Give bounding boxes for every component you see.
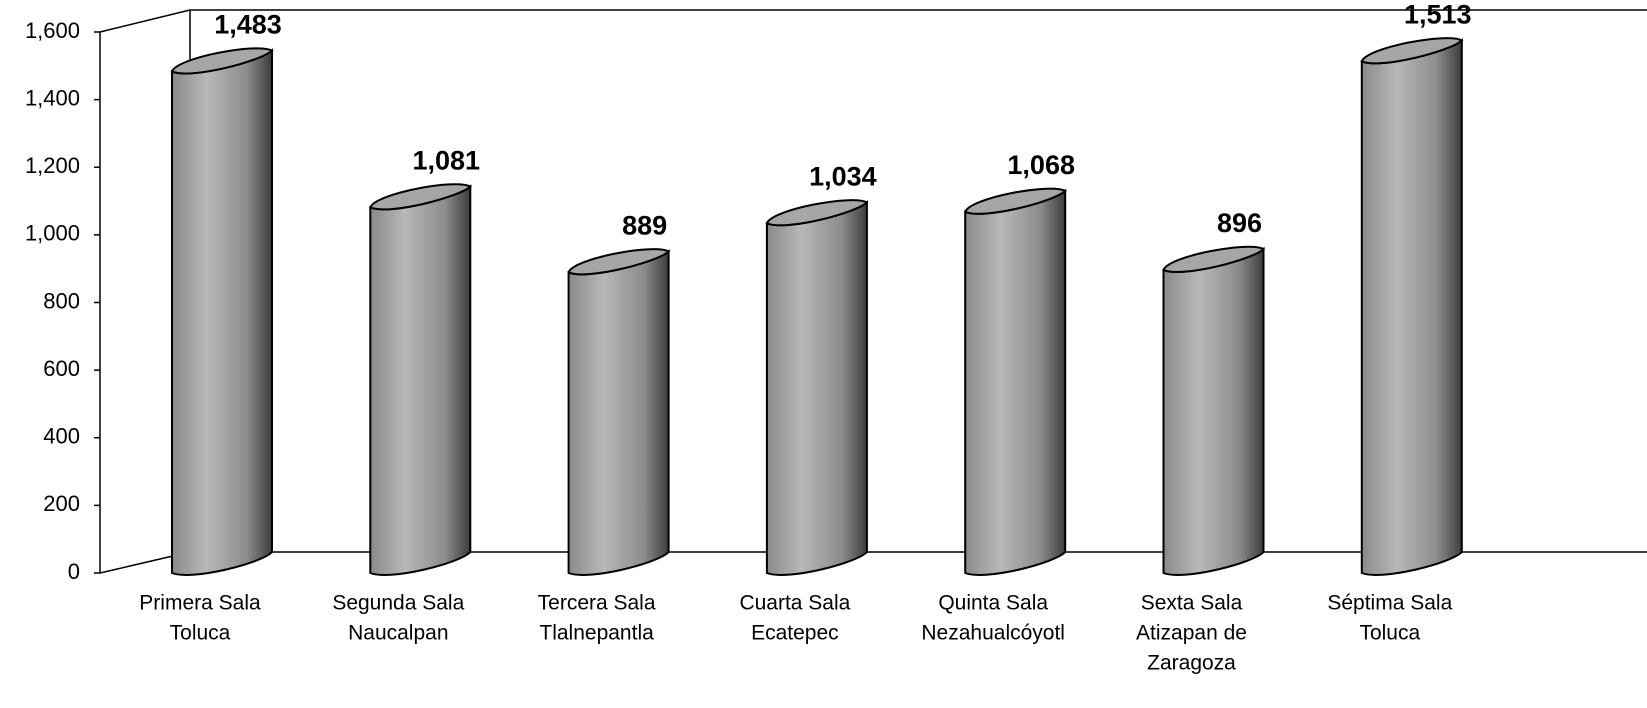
x-tick-label: Naucalpan xyxy=(348,622,448,645)
y-tick-label: 0 xyxy=(68,559,80,584)
bar-top xyxy=(170,47,274,75)
x-tick-label: Primera Sala xyxy=(139,592,261,615)
value-label: 1,081 xyxy=(413,146,481,176)
value-label: 1,068 xyxy=(1007,150,1075,180)
bar xyxy=(567,249,670,576)
x-tick-label: Séptima Sala xyxy=(1327,592,1452,615)
x-tick-label: Zaragoza xyxy=(1147,652,1236,675)
x-tick-label: Sexta Sala xyxy=(1141,592,1243,615)
y-tick-label: 200 xyxy=(43,491,80,516)
x-tick-label: Atizapan de xyxy=(1136,622,1247,645)
value-label: 1,513 xyxy=(1404,0,1472,30)
bar xyxy=(369,184,472,576)
bar xyxy=(765,199,868,576)
x-tick-label: Cuarta Sala xyxy=(739,592,850,615)
x-tick-label: Toluca xyxy=(170,622,231,645)
y-tick-label: 400 xyxy=(43,424,80,449)
value-label: 1,483 xyxy=(214,10,282,40)
y-tick-label: 800 xyxy=(43,288,80,313)
bar xyxy=(1162,246,1265,576)
value-label: 889 xyxy=(622,211,667,241)
bar-top xyxy=(765,199,869,227)
x-tick-label: Quinta Sala xyxy=(938,592,1048,615)
x-tick-label: Tercera Sala xyxy=(538,592,656,615)
bar xyxy=(171,48,273,576)
x-tick-label: Tlalnepantla xyxy=(539,622,654,645)
y-tick-label: 1,400 xyxy=(25,85,80,110)
bar xyxy=(964,188,1067,576)
x-tick-label: Segunda Sala xyxy=(332,592,464,615)
y-tick-label: 1,600 xyxy=(25,18,80,43)
bar-top xyxy=(567,248,671,276)
bar-top xyxy=(1162,245,1266,273)
y-tick-label: 600 xyxy=(43,356,80,381)
value-label: 1,034 xyxy=(809,162,877,192)
bar-top xyxy=(963,187,1067,215)
bar-top xyxy=(369,183,472,211)
y-tick-label: 1,200 xyxy=(25,153,80,178)
y-tick-label: 1,000 xyxy=(25,221,80,246)
bar-top xyxy=(1360,37,1464,65)
x-tick-label: Toluca xyxy=(1359,622,1420,645)
bar xyxy=(1360,38,1463,576)
x-tick-label: Ecatepec xyxy=(751,622,839,645)
value-label: 896 xyxy=(1217,208,1262,238)
x-tick-label: Nezahualcóyotl xyxy=(921,622,1065,645)
